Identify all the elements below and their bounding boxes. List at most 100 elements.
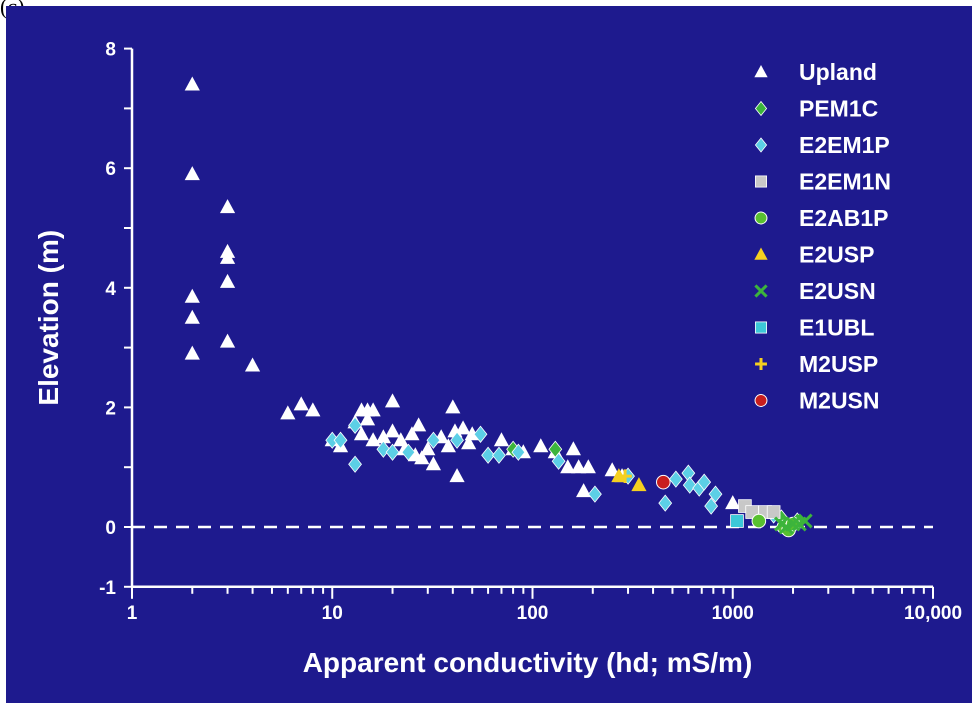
axes-layer: -1 0 2 4 6 8 1 10 100 1000 10,000	[99, 40, 962, 624]
data-point-upland	[560, 459, 576, 474]
data-point-upland	[461, 435, 477, 450]
legend-marker-e2em1n	[755, 175, 768, 188]
data-point-upland	[219, 333, 236, 348]
series-e1ubl	[730, 514, 744, 528]
legend-label-m2usn: M2USN	[799, 388, 880, 414]
legend-item-pem1c: PEM1C	[754, 96, 878, 122]
legend-item-e2usn: E2USN	[754, 278, 876, 304]
legend-item-upland: Upland	[754, 59, 877, 85]
data-point-e2em1n	[766, 505, 781, 519]
y-tick-label: 4	[105, 279, 116, 300]
y-tick-label: 0	[105, 518, 116, 539]
scatter-chart: -1 0 2 4 6 8 1 10 100 1000 10,000 Upland PEM1C E2EM1…	[33, 40, 962, 678]
data-point-e2ab1p	[751, 513, 767, 529]
series-m2usn	[656, 474, 671, 490]
x-tick-label: 100	[517, 603, 549, 624]
data-point-e2em1p	[492, 446, 506, 464]
y-axis-title: Elevation (m)	[33, 230, 64, 406]
x-tick-label: 1	[127, 603, 138, 624]
legend-label-e1ubl: E1UBL	[799, 315, 874, 341]
data-point-upland	[425, 456, 442, 471]
series-m2usp	[618, 469, 632, 483]
data-point-e2em1p	[668, 470, 683, 488]
data-point-upland	[414, 450, 430, 465]
data-point-e2usn	[797, 513, 813, 529]
legend-marker-e1ubl	[755, 321, 768, 334]
legend-item-e2em1n: E2EM1N	[755, 169, 891, 195]
legend-label-e2em1n: E2EM1N	[799, 169, 891, 195]
data-point-e2em1p	[333, 431, 348, 449]
x-tick-label: 10	[322, 603, 343, 624]
data-point-e2em1p	[697, 473, 712, 491]
data-point-e2em1p	[551, 452, 566, 470]
data-point-upland	[384, 393, 401, 408]
data-point-upland	[244, 357, 261, 372]
data-point-upland	[404, 426, 420, 441]
data-point-e2em1p	[450, 431, 464, 449]
legend: Upland PEM1C E2EM1P E2EM1N E2AB1P E2USP E2USN E…	[754, 59, 891, 414]
data-point-e2em1p	[348, 455, 362, 473]
data-point-upland	[384, 423, 401, 438]
data-point-e2em1p	[708, 485, 723, 503]
legend-item-m2usp: M2USP	[755, 351, 878, 377]
data-point-upland	[219, 199, 236, 214]
legend-label-m2usp: M2USP	[799, 351, 878, 377]
x-tick-label: 1000	[712, 603, 754, 624]
y-tick-label: 8	[105, 40, 116, 61]
data-point-upland	[305, 402, 321, 417]
legend-marker-e2usp	[754, 247, 768, 260]
legend-marker-e2em1p	[754, 137, 768, 153]
legend-marker-m2usn	[754, 394, 768, 407]
y-tick-label: 6	[105, 159, 116, 180]
data-point-upland	[184, 166, 200, 181]
data-point-m2usp	[618, 469, 632, 483]
legend-label-e2usp: E2USP	[799, 242, 874, 268]
series-upland	[184, 76, 741, 510]
data-point-upland	[420, 441, 436, 456]
data-point-upland	[533, 438, 549, 453]
legend-label-e2em1p: E2EM1P	[799, 132, 890, 158]
data-point-upland	[293, 396, 309, 411]
data-point-e2em1p	[385, 443, 400, 461]
data-point-m2usn	[656, 474, 671, 490]
data-point-upland	[493, 432, 510, 447]
data-point-e2em1p	[588, 485, 602, 503]
legend-label-e2ab1p: E2AB1P	[799, 205, 888, 231]
legend-marker-m2usp	[755, 358, 767, 370]
data-point-e2em1p	[511, 443, 526, 461]
data-point-upland	[580, 459, 596, 474]
data-point-e2em1p	[481, 446, 495, 464]
data-point-upland	[353, 426, 370, 441]
y-tick-label: 2	[105, 398, 116, 419]
data-point-e2em1p	[426, 431, 441, 449]
data-point-upland	[219, 273, 236, 288]
data-point-upland	[604, 462, 620, 477]
data-point-upland	[184, 288, 200, 303]
x-tick-label: 10,000	[904, 603, 962, 624]
legend-marker-upland	[754, 65, 768, 78]
data-point-e2em1p	[704, 497, 719, 515]
legend-marker-pem1c	[754, 100, 768, 117]
data-point-e2em1p	[658, 494, 673, 512]
x-axis-title: Apparent conductivity (hd; mS/m)	[303, 647, 753, 678]
legend-label-e2usn: E2USN	[799, 278, 876, 304]
data-point-upland	[449, 468, 465, 483]
data-point-upland	[411, 417, 427, 432]
data-point-e2usn	[785, 516, 801, 532]
legend-item-e1ubl: E1UBL	[755, 315, 874, 341]
chart-panel: -1 0 2 4 6 8 1 10 100 1000 10,000 Upland PEM1C E2EM1…	[6, 6, 972, 703]
data-point-upland	[375, 429, 391, 444]
data-point-upland	[576, 483, 592, 498]
data-point-e2usp	[631, 477, 647, 492]
data-point-e2em1p	[682, 476, 697, 494]
series-e2usn	[773, 513, 813, 535]
data-point-upland	[184, 76, 200, 91]
data-point-e2em1p	[473, 425, 488, 443]
legend-item-m2usn: M2USN	[754, 388, 880, 414]
data-point-upland	[440, 438, 456, 453]
data-point-upland	[184, 309, 200, 324]
data-point-upland	[725, 495, 741, 510]
data-point-e2em1p	[401, 443, 416, 461]
legend-item-e2ab1p: E2AB1P	[754, 205, 888, 231]
data-point-upland	[219, 249, 236, 264]
